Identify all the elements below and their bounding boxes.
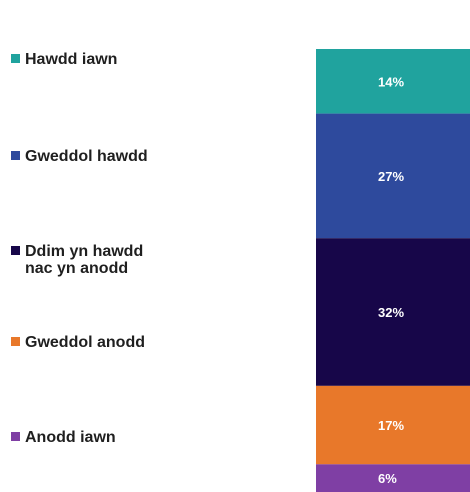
legend-label-line: Hawdd iawn: [25, 51, 117, 68]
legend-label-2: Gweddol hawdd: [25, 148, 148, 165]
data-label-5: 6%: [378, 471, 397, 486]
bar-segment-4: [316, 385, 470, 465]
legend-swatch-4: [11, 337, 20, 346]
legend-label-1: Hawdd iawn: [25, 51, 117, 68]
legend-label-line: Ddim yn hawdd: [25, 243, 143, 260]
data-label-4: 17%: [378, 418, 404, 433]
legend-label-3: Ddim yn hawdd nac yn anodd: [25, 243, 143, 277]
legend-label-line: Anodd iawn: [25, 429, 116, 446]
legend-swatch-1: [11, 54, 20, 63]
data-label-1: 14%: [378, 74, 404, 89]
legend-label-5: Anodd iawn: [25, 429, 116, 446]
bar-segment-3: [316, 238, 470, 386]
legend-swatch-5: [11, 432, 20, 441]
bar-segment-5: [316, 464, 470, 492]
data-label-2: 27%: [378, 169, 404, 184]
bar-segment-1: [316, 49, 470, 114]
legend-swatch-2: [11, 151, 20, 160]
legend: Hawdd iawn Gweddol hawdd Ddim yn hawdd nac …: [11, 51, 148, 446]
stacked-bar: 14% 27% 32% 17% 6%: [316, 49, 470, 492]
legend-label-4: Gweddol anodd: [25, 334, 145, 351]
data-label-3: 32%: [378, 305, 404, 320]
bar-segment-2: [316, 113, 470, 239]
legend-label-line: Gweddol anodd: [25, 334, 145, 351]
legend-swatch-3: [11, 246, 20, 255]
legend-label-line: Gweddol hawdd: [25, 148, 148, 165]
legend-label-line: nac yn anodd: [25, 260, 128, 277]
